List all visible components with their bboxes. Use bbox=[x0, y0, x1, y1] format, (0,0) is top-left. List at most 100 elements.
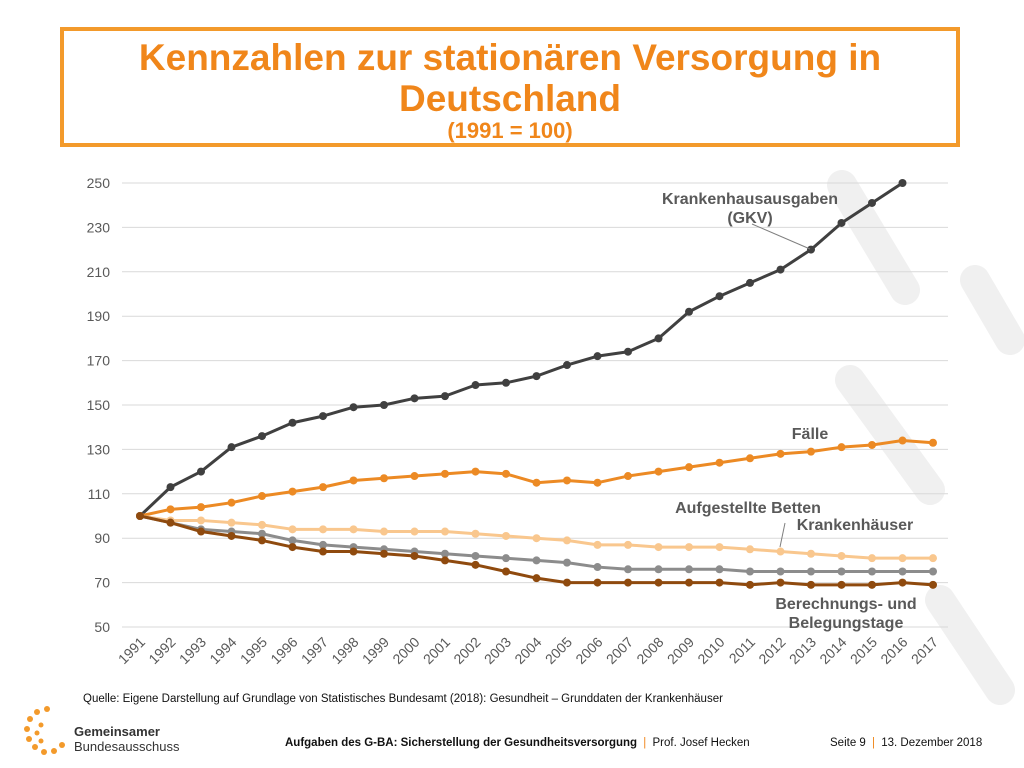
data-point bbox=[502, 378, 510, 387]
data-point bbox=[715, 292, 724, 301]
data-point bbox=[746, 567, 754, 576]
data-point bbox=[288, 536, 297, 545]
data-point bbox=[593, 352, 602, 361]
data-point bbox=[563, 536, 571, 545]
data-point bbox=[471, 560, 480, 569]
annotation-leader bbox=[779, 522, 786, 548]
data-point bbox=[898, 578, 907, 587]
data-point bbox=[532, 574, 541, 583]
organization-logo-text: Gemeinsamer Bundesausschuss bbox=[74, 724, 180, 754]
x-tick-label: 2012 bbox=[755, 634, 788, 667]
annotation-leader bbox=[751, 223, 811, 250]
data-point bbox=[136, 512, 144, 520]
source-note: Quelle: Eigene Darstellung auf Grundlage… bbox=[83, 693, 723, 705]
data-point bbox=[380, 474, 388, 483]
footer-presentation: Aufgaben des G-BA: Sicherstellung der Ge… bbox=[285, 737, 750, 749]
data-point bbox=[685, 578, 693, 587]
data-point bbox=[380, 401, 388, 409]
data-point bbox=[776, 265, 785, 274]
series-annotation: Belegungstage bbox=[789, 615, 904, 632]
x-tick-label: 2014 bbox=[816, 634, 849, 667]
x-tick-label: 2015 bbox=[847, 634, 880, 667]
data-point bbox=[746, 454, 754, 463]
data-point bbox=[532, 534, 541, 543]
data-point bbox=[441, 469, 449, 478]
data-point bbox=[288, 525, 297, 534]
data-point bbox=[654, 565, 663, 574]
data-point bbox=[227, 518, 236, 527]
data-point bbox=[593, 478, 602, 487]
x-tick-label: 2001 bbox=[420, 634, 453, 667]
data-point bbox=[807, 580, 815, 589]
data-point bbox=[380, 549, 388, 558]
x-tick-label: 1996 bbox=[267, 634, 300, 667]
series-annotation: Fälle bbox=[792, 426, 829, 443]
x-tick-label: 2005 bbox=[542, 634, 575, 667]
data-point bbox=[715, 578, 724, 587]
data-point bbox=[837, 580, 846, 589]
data-point bbox=[227, 443, 236, 452]
data-point bbox=[868, 198, 876, 207]
data-point bbox=[471, 381, 480, 390]
data-point bbox=[807, 447, 815, 456]
x-tick-label: 1997 bbox=[298, 634, 331, 667]
y-tick-label: 250 bbox=[87, 175, 111, 191]
logo-line-2: Bundesausschuss bbox=[74, 739, 180, 754]
data-point bbox=[624, 347, 632, 356]
x-tick-label: 1993 bbox=[176, 634, 209, 667]
x-tick-label: 2009 bbox=[664, 634, 697, 667]
data-point bbox=[868, 580, 876, 589]
data-point bbox=[898, 554, 907, 563]
data-point bbox=[868, 567, 876, 576]
data-point bbox=[532, 556, 541, 565]
x-tick-label: 2002 bbox=[450, 634, 483, 667]
deco-stroke bbox=[835, 365, 945, 505]
x-tick-label: 2008 bbox=[633, 634, 666, 667]
x-tick-label: 2011 bbox=[726, 634, 759, 667]
data-point bbox=[380, 527, 388, 536]
y-tick-label: 150 bbox=[87, 397, 111, 413]
data-point bbox=[776, 578, 785, 587]
data-point bbox=[349, 403, 358, 412]
x-tick-label: 2006 bbox=[572, 634, 605, 667]
data-point bbox=[288, 418, 297, 427]
data-point bbox=[807, 567, 815, 576]
data-point bbox=[929, 438, 937, 447]
data-point bbox=[837, 551, 846, 560]
data-point bbox=[227, 531, 236, 540]
x-tick-label: 1994 bbox=[206, 634, 239, 667]
data-point bbox=[441, 549, 449, 558]
data-point bbox=[776, 449, 785, 458]
data-point bbox=[258, 432, 266, 441]
data-point bbox=[319, 483, 327, 492]
footer-separator: | bbox=[872, 737, 876, 749]
deco-stroke bbox=[960, 265, 1024, 355]
data-point bbox=[227, 498, 236, 507]
data-point bbox=[319, 540, 327, 549]
data-point bbox=[929, 554, 937, 563]
data-point bbox=[837, 218, 846, 227]
data-point bbox=[532, 478, 541, 487]
data-point bbox=[441, 392, 449, 401]
data-point bbox=[807, 245, 815, 254]
data-point bbox=[837, 567, 846, 576]
data-point bbox=[288, 543, 297, 552]
data-point bbox=[624, 472, 632, 481]
y-tick-label: 50 bbox=[94, 619, 110, 635]
data-point bbox=[288, 487, 297, 496]
series-annotation: (GKV) bbox=[727, 210, 772, 227]
data-point bbox=[776, 547, 785, 556]
data-point bbox=[258, 492, 266, 501]
data-point bbox=[868, 554, 876, 563]
deco-stroke bbox=[827, 170, 920, 305]
y-tick-label: 230 bbox=[87, 219, 111, 235]
data-point bbox=[807, 549, 815, 558]
x-tick-label: 2013 bbox=[786, 634, 819, 667]
series-annotation: Krankenhäuser bbox=[797, 517, 914, 534]
data-point bbox=[593, 540, 602, 549]
footer-separator: | bbox=[643, 737, 647, 749]
data-point bbox=[197, 516, 205, 525]
data-point bbox=[166, 483, 175, 492]
data-point bbox=[593, 578, 602, 587]
